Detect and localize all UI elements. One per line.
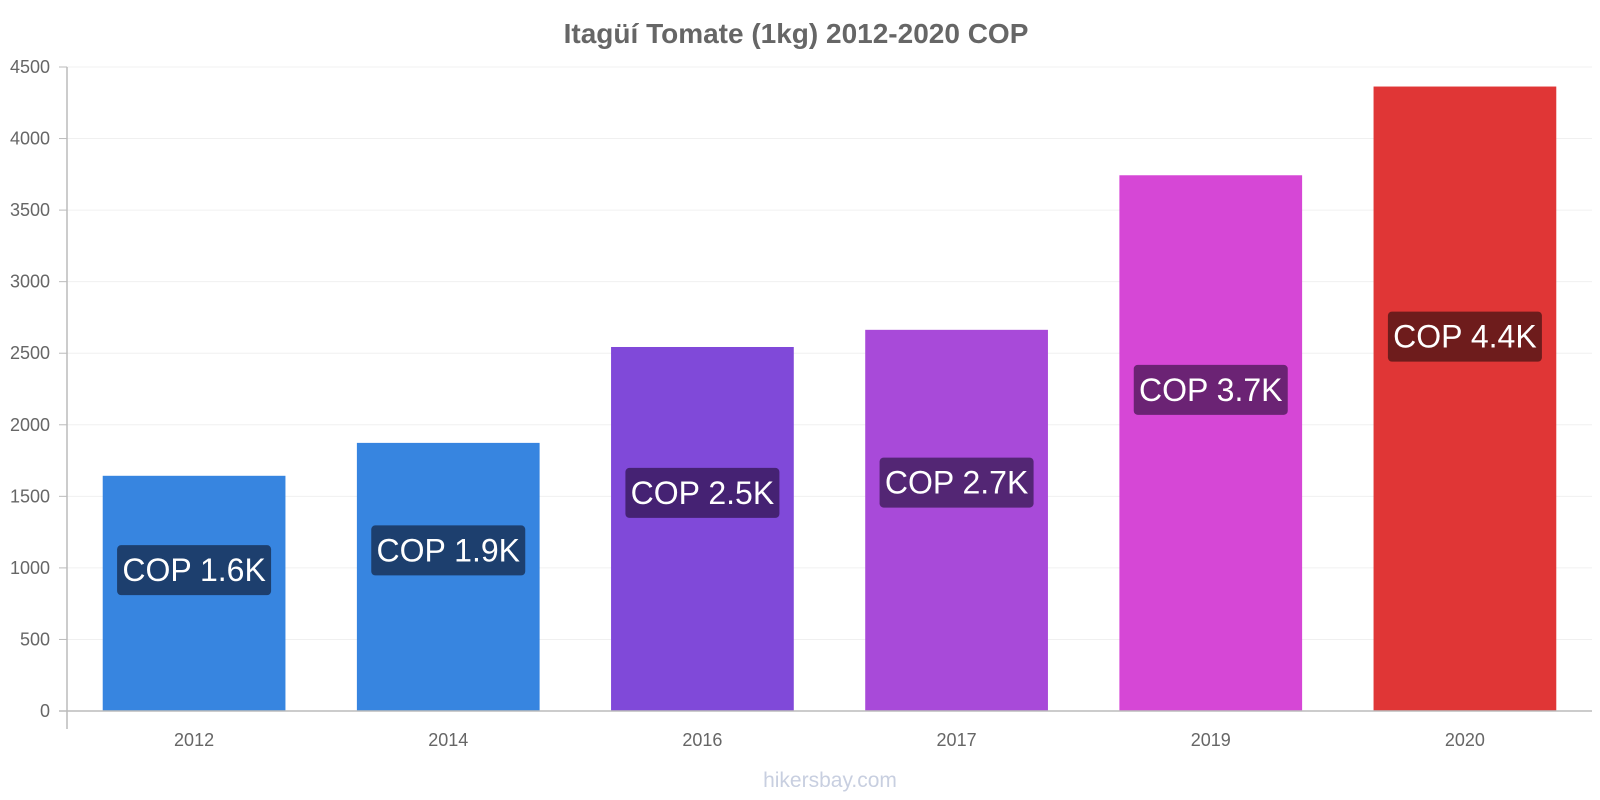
watermark: hikersbay.com [763, 769, 897, 792]
y-tick-label: 3500 [10, 200, 50, 220]
y-tick-label: 2500 [10, 343, 50, 363]
y-tick-label: 3000 [10, 272, 50, 292]
y-tick-label: 0 [40, 701, 50, 721]
x-tick-label: 2012 [174, 730, 214, 750]
data-label: COP 3.7K [1139, 372, 1282, 408]
y-tick-label: 1500 [10, 486, 50, 506]
data-labels: COP 1.6K COP 1.9K COP 2.5K COP 2.7K COP 3.7K… [117, 311, 1542, 596]
data-label: COP 2.7K [885, 465, 1028, 501]
y-tick-label: 1000 [10, 558, 50, 578]
bars [102, 86, 1557, 712]
x-tick-label: 2019 [1191, 730, 1231, 750]
data-label: COP 1.6K [122, 552, 265, 588]
data-label-box [879, 457, 1034, 508]
y-tick-label: 4000 [10, 129, 50, 149]
data-label-box [371, 525, 526, 576]
gridlines [67, 66, 1592, 640]
y-tick-label: 4500 [10, 57, 50, 77]
y-axis: 0 500 1000 1500 2000 2500 3000 3500 4000 4500 [10, 57, 68, 729]
x-tick-label: 2017 [937, 730, 977, 750]
bar [865, 329, 1048, 712]
data-label-box [625, 467, 780, 518]
data-label-box [1133, 364, 1288, 415]
chart-title: Itagüí Tomate (1kg) 2012-2020 COP [564, 18, 1029, 49]
data-label: COP 4.4K [1393, 319, 1536, 355]
data-label: COP 1.9K [377, 532, 520, 568]
data-label-box [117, 545, 272, 596]
bar [611, 346, 794, 712]
x-axis: 2012 2014 2016 2017 2019 2020 [59, 710, 1592, 750]
x-tick-label: 2014 [428, 730, 468, 750]
bar [356, 442, 540, 712]
y-tick-label: 500 [20, 629, 50, 649]
bar [1373, 86, 1557, 712]
bar [1119, 175, 1303, 712]
x-tick-label: 2016 [682, 730, 722, 750]
data-label-box [1387, 311, 1542, 362]
x-tick-label: 2020 [1445, 730, 1485, 750]
data-label: COP 2.5K [631, 475, 774, 511]
y-tick-label: 2000 [10, 415, 50, 435]
